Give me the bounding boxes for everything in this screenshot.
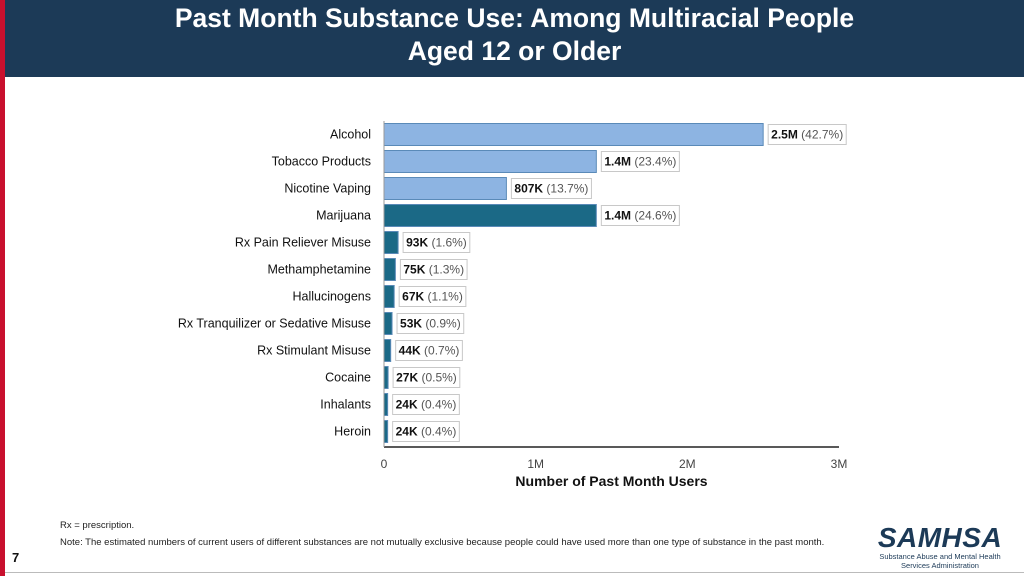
category-label: Nicotine Vaping xyxy=(284,182,371,196)
left-accent-stripe xyxy=(0,0,5,576)
data-label: 53K (0.9%) xyxy=(400,317,461,331)
category-label: Rx Stimulant Misuse xyxy=(257,344,371,358)
data-label-box xyxy=(392,394,460,415)
data-label: 93K (1.6%) xyxy=(406,236,467,250)
title-banner xyxy=(5,0,1024,77)
data-label: 27K (0.5%) xyxy=(396,371,457,385)
bottom-divider xyxy=(5,572,1024,573)
data-label: 1.4M (23.4%) xyxy=(604,155,676,169)
x-tick-labels: 0 1M 2M 3M xyxy=(381,457,848,471)
category-label: Marijuana xyxy=(316,209,371,223)
data-label: 1.4M (24.6%) xyxy=(604,209,676,223)
logo-subtitle: Substance Abuse and Mental Health Servic… xyxy=(879,552,1001,570)
data-label: 24K (0.4%) xyxy=(396,425,457,439)
category-label: Hallucinogens xyxy=(292,290,371,304)
category-label: Alcohol xyxy=(330,128,371,142)
x-tick-label: 2M xyxy=(679,457,696,471)
bar-1 xyxy=(383,150,597,173)
data-label: 67K (1.1%) xyxy=(402,290,463,304)
data-label: 807K (13.7%) xyxy=(514,182,588,196)
page-title: Past Month Substance Use: Among Multirac… xyxy=(174,3,855,66)
footnote: Note: The estimated numbers of current u… xyxy=(60,537,825,548)
abbreviation-note: Rx = prescription. xyxy=(60,520,135,531)
bar-5 xyxy=(383,258,396,281)
data-label-box xyxy=(600,205,680,226)
bar-2 xyxy=(383,177,507,200)
bar-10 xyxy=(383,393,389,416)
data-label-box xyxy=(399,259,468,280)
logo-wordmark: SAMHSA xyxy=(877,522,1003,553)
x-tick-label: 1M xyxy=(527,457,544,471)
data-label-box xyxy=(402,232,471,253)
data-label-box xyxy=(398,286,467,307)
data-label-box xyxy=(392,367,461,388)
category-label: Methamphetamine xyxy=(267,263,371,277)
data-label: 44K (0.7%) xyxy=(399,344,460,358)
category-label: Tobacco Products xyxy=(272,155,371,169)
bar-0 xyxy=(383,123,764,146)
data-label-box xyxy=(396,313,465,334)
data-label-box xyxy=(395,340,463,361)
data-label: 24K (0.4%) xyxy=(396,398,457,412)
category-label: Rx Pain Reliever Misuse xyxy=(235,236,371,250)
bar-7 xyxy=(383,312,393,335)
data-label: 2.5M (42.7%) xyxy=(771,128,843,142)
category-label: Rx Tranquilizer or Sedative Misuse xyxy=(178,317,371,331)
samhsa-logo: SAMHSA Substance Abuse and Mental Health… xyxy=(870,522,1010,571)
bar-3 xyxy=(383,204,597,227)
bars-layer: Alcohol 2.5M (42.7%) Tobacco Products 1.4M … xyxy=(178,123,847,443)
data-label-box xyxy=(392,421,460,442)
bar-6 xyxy=(383,285,395,308)
x-tick-label: 0 xyxy=(381,457,388,471)
bar-4 xyxy=(383,231,399,254)
category-label: Heroin xyxy=(334,425,371,439)
x-axis-title: Number of Past Month Users xyxy=(515,473,707,489)
x-tick-label: 3M xyxy=(831,457,848,471)
data-label-box xyxy=(767,124,847,145)
data-label: 75K (1.3%) xyxy=(403,263,464,277)
category-label: Inhalants xyxy=(320,398,371,412)
bar-9 xyxy=(383,366,389,389)
data-label-box xyxy=(600,151,680,172)
bar-8 xyxy=(383,339,392,362)
page-number: 7 xyxy=(12,550,20,565)
category-label: Cocaine xyxy=(325,371,371,385)
data-label-box xyxy=(510,178,592,199)
bar-11 xyxy=(383,420,389,443)
